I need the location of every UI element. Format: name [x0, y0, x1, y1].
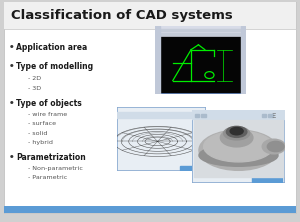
Ellipse shape — [199, 144, 278, 166]
Ellipse shape — [224, 127, 250, 140]
Text: Type of objects: Type of objects — [16, 99, 82, 108]
Bar — [241, 26, 246, 94]
Text: •: • — [9, 43, 15, 52]
Bar — [262, 114, 266, 117]
Bar — [195, 114, 200, 117]
Text: - Non-parametric: - Non-parametric — [28, 166, 83, 171]
Bar — [155, 26, 245, 36]
Text: Classification of CAD systems: Classification of CAD systems — [11, 9, 233, 22]
Ellipse shape — [204, 133, 269, 163]
Bar — [160, 37, 241, 92]
Ellipse shape — [220, 129, 253, 147]
Text: - 3D: - 3D — [28, 86, 42, 91]
Text: - hybrid: - hybrid — [28, 140, 53, 145]
Text: •: • — [9, 62, 15, 71]
Text: Type of modelling: Type of modelling — [16, 62, 94, 71]
Ellipse shape — [230, 127, 243, 135]
FancyBboxPatch shape — [4, 2, 296, 213]
Text: - solid: - solid — [28, 131, 48, 136]
Text: - wire frame: - wire frame — [28, 112, 68, 117]
FancyBboxPatch shape — [154, 26, 246, 94]
FancyBboxPatch shape — [192, 110, 285, 183]
Text: •: • — [9, 99, 15, 108]
Ellipse shape — [262, 139, 286, 154]
Ellipse shape — [199, 130, 278, 170]
FancyBboxPatch shape — [4, 206, 296, 213]
FancyBboxPatch shape — [117, 107, 206, 171]
Ellipse shape — [204, 131, 273, 162]
Bar — [155, 33, 245, 35]
Bar — [268, 114, 273, 117]
Text: Application area: Application area — [16, 43, 88, 52]
Bar — [180, 166, 198, 170]
Bar — [253, 177, 282, 182]
Text: - surface: - surface — [28, 121, 57, 126]
Ellipse shape — [267, 141, 284, 152]
Text: Ξ: Ξ — [271, 113, 275, 119]
Bar — [155, 29, 245, 31]
Ellipse shape — [226, 126, 247, 137]
Bar — [201, 114, 206, 117]
Bar — [192, 110, 285, 119]
Text: Parametrization: Parametrization — [16, 153, 86, 162]
Bar — [154, 26, 160, 94]
Text: - Parametric: - Parametric — [28, 175, 68, 180]
Bar — [117, 112, 206, 118]
Text: •: • — [9, 153, 15, 162]
Text: - 2D: - 2D — [28, 76, 42, 81]
Bar — [194, 120, 283, 176]
FancyBboxPatch shape — [4, 2, 296, 29]
